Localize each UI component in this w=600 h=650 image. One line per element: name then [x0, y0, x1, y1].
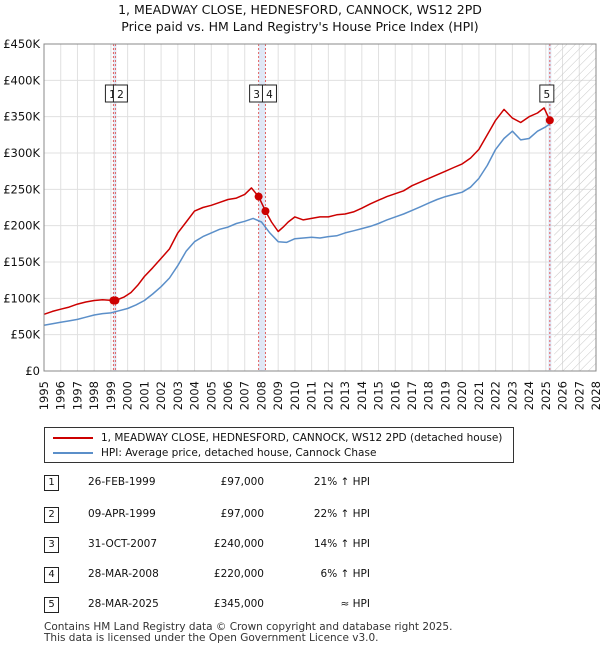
legend-item-property: 1, MEADWAY CLOSE, HEDNESFORD, CANNOCK, W… [53, 431, 502, 445]
x-tick-label: 2021 [472, 381, 486, 410]
x-tick-label: 1997 [70, 381, 84, 410]
sale-label: 4 [266, 89, 273, 101]
chart-subtitle: Price paid vs. HM Land Registry's House … [121, 19, 479, 34]
transaction-number: 4 [44, 567, 59, 583]
x-tick-label: 2013 [338, 381, 352, 410]
transaction-number: 5 [44, 597, 59, 613]
x-tick-label: 2014 [355, 381, 369, 410]
x-tick-label: 1995 [37, 381, 51, 410]
x-tick-label: 2023 [505, 381, 519, 410]
transaction-hpi-diff: ≈ HPI [340, 598, 370, 610]
y-tick-label: £150K [3, 255, 40, 269]
sale-label: 5 [543, 89, 550, 101]
y-tick-label: £350K [3, 110, 40, 124]
sale-highlight-band [113, 44, 117, 371]
sale-highlight-band [548, 44, 552, 371]
x-tick-label: 2002 [154, 381, 168, 410]
transaction-number: 3 [44, 537, 59, 553]
x-tick-label: 1996 [54, 381, 68, 410]
transaction-hpi-diff: 6% ↑ HPI [320, 568, 370, 580]
legend: 1, MEADWAY CLOSE, HEDNESFORD, CANNOCK, W… [44, 427, 514, 463]
plot-frame [43, 43, 597, 372]
property-line [43, 107, 551, 316]
legend-label-property: 1, MEADWAY CLOSE, HEDNESFORD, CANNOCK, W… [101, 432, 503, 444]
transaction-price: £345,000 [213, 598, 264, 610]
x-tick-label: 1998 [87, 381, 101, 410]
legend-swatch-property [53, 437, 93, 439]
transaction-hpi-diff: 22% ↑ HPI [313, 508, 370, 520]
x-tick-label: 2025 [539, 381, 553, 410]
x-tick-label: 2015 [372, 381, 386, 410]
y-tick-label: £200K [3, 219, 40, 233]
plot-area [44, 44, 596, 371]
x-tick-label: 2026 [556, 381, 570, 410]
x-tick-label: 2017 [405, 381, 419, 410]
x-tick-label: 2008 [254, 381, 268, 410]
x-tick-label: 2024 [522, 381, 536, 410]
transaction-date: 09-APR-1999 [88, 508, 156, 520]
footer-licence: This data is licensed under the Open Gov… [44, 632, 379, 644]
transaction-date: 28-MAR-2008 [88, 568, 159, 580]
x-tick-label: 2003 [171, 381, 185, 410]
sale-label: 1 [109, 89, 116, 101]
hpi-line [43, 123, 551, 326]
footer-copyright: Contains HM Land Registry data © Crown c… [44, 621, 453, 633]
y-tick-label: £300K [3, 146, 40, 160]
x-tick-label: 2020 [455, 381, 469, 410]
transaction-date: 26-FEB-1999 [88, 476, 156, 488]
transaction-price: £220,000 [213, 568, 264, 580]
y-tick-label: £100K [3, 291, 40, 305]
x-tick-label: 2004 [188, 381, 202, 410]
y-tick-label: £0 [25, 364, 40, 378]
sale-point [545, 116, 554, 125]
x-tick-label: 2011 [305, 381, 319, 410]
transaction-number: 1 [44, 475, 59, 491]
sale-label-box [112, 84, 128, 103]
transaction-date: 31-OCT-2007 [88, 538, 157, 550]
sale-point [111, 296, 120, 305]
sale-point [261, 207, 270, 216]
x-tick-label: 1999 [104, 381, 118, 410]
y-tick-label: £400K [3, 73, 40, 87]
legend-swatch-hpi [53, 452, 93, 454]
legend-label-hpi: HPI: Average price, detached house, Cann… [101, 447, 377, 459]
sale-label-box [261, 84, 277, 103]
transaction-hpi-diff: 14% ↑ HPI [313, 538, 370, 550]
sale-point [254, 192, 263, 201]
transaction-date: 28-MAR-2025 [88, 598, 159, 610]
x-tick-label: 2019 [438, 381, 452, 410]
chart-title: 1, MEADWAY CLOSE, HEDNESFORD, CANNOCK, W… [118, 2, 482, 17]
x-tick-label: 2007 [238, 381, 252, 410]
x-tick-label: 2009 [271, 381, 285, 410]
sale-label-box [539, 84, 555, 103]
y-tick-label: £50K [11, 328, 41, 342]
sale-label: 3 [253, 89, 260, 101]
legend-item-hpi: HPI: Average price, detached house, Cann… [53, 446, 376, 460]
x-tick-label: 2001 [137, 381, 151, 410]
x-tick-label: 2005 [204, 381, 218, 410]
x-tick-label: 2016 [388, 381, 402, 410]
transaction-price: £240,000 [213, 538, 264, 550]
y-tick-label: £450K [3, 37, 40, 51]
transaction-price: £97,000 [220, 508, 264, 520]
sale-highlight-band [258, 44, 266, 371]
x-tick-label: 2028 [589, 381, 600, 410]
x-tick-label: 2012 [321, 381, 335, 410]
forecast-region [554, 44, 596, 371]
x-tick-label: 2018 [422, 381, 436, 410]
transaction-number: 2 [44, 507, 59, 523]
y-tick-label: £250K [3, 182, 40, 196]
x-tick-label: 2000 [121, 381, 135, 410]
transaction-price: £97,000 [220, 476, 264, 488]
x-tick-label: 2027 [572, 381, 586, 410]
x-tick-label: 2022 [489, 381, 503, 410]
x-tick-label: 2006 [221, 381, 235, 410]
sale-label: 2 [117, 89, 124, 101]
transaction-hpi-diff: 21% ↑ HPI [313, 476, 370, 488]
x-tick-label: 2010 [288, 381, 302, 410]
